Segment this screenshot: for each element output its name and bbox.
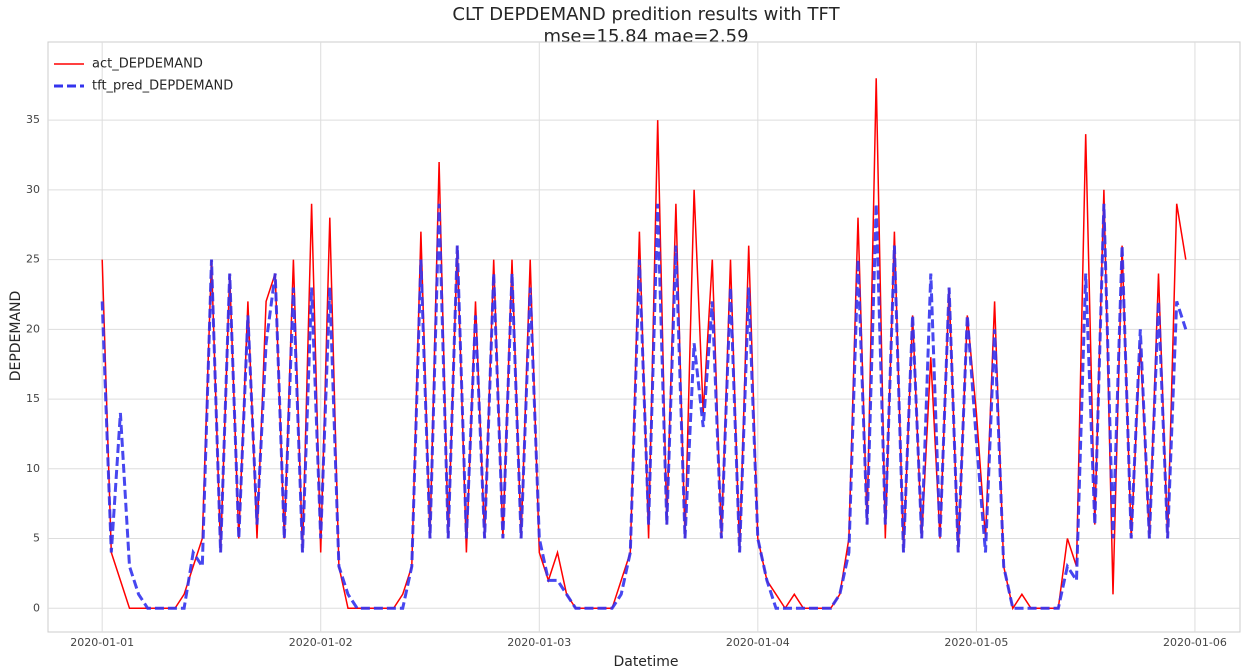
series-line	[100, 203, 1188, 610]
y-tick-label: 10	[26, 462, 40, 475]
x-tick-label: 2020-01-02	[289, 636, 353, 649]
y-tick-label: 5	[33, 532, 40, 545]
x-tick-label: 2020-01-04	[726, 636, 790, 649]
chart-title: CLT DEPDEMAND predition results with TFT	[452, 4, 840, 25]
x-axis-label: Datetime	[613, 654, 678, 670]
y-tick-label: 20	[26, 322, 40, 335]
y-tick-label: 25	[26, 253, 40, 266]
x-tick-label: 2020-01-03	[507, 636, 571, 649]
legend-label: act_DEPDEMAND	[92, 57, 203, 72]
x-tick-label: 2020-01-06	[1163, 636, 1227, 649]
y-tick-label: 15	[26, 392, 40, 405]
legend-label: tft_pred_DEPDEMAND	[92, 79, 233, 94]
y-tick-label: 0	[33, 601, 40, 614]
y-axis-label: DEPDEMAND	[8, 291, 24, 382]
x-tick-label: 2020-01-01	[70, 636, 134, 649]
x-tick-label: 2020-01-05	[944, 636, 1008, 649]
y-tick-label: 35	[26, 113, 40, 126]
y-tick-label: 30	[26, 183, 40, 196]
